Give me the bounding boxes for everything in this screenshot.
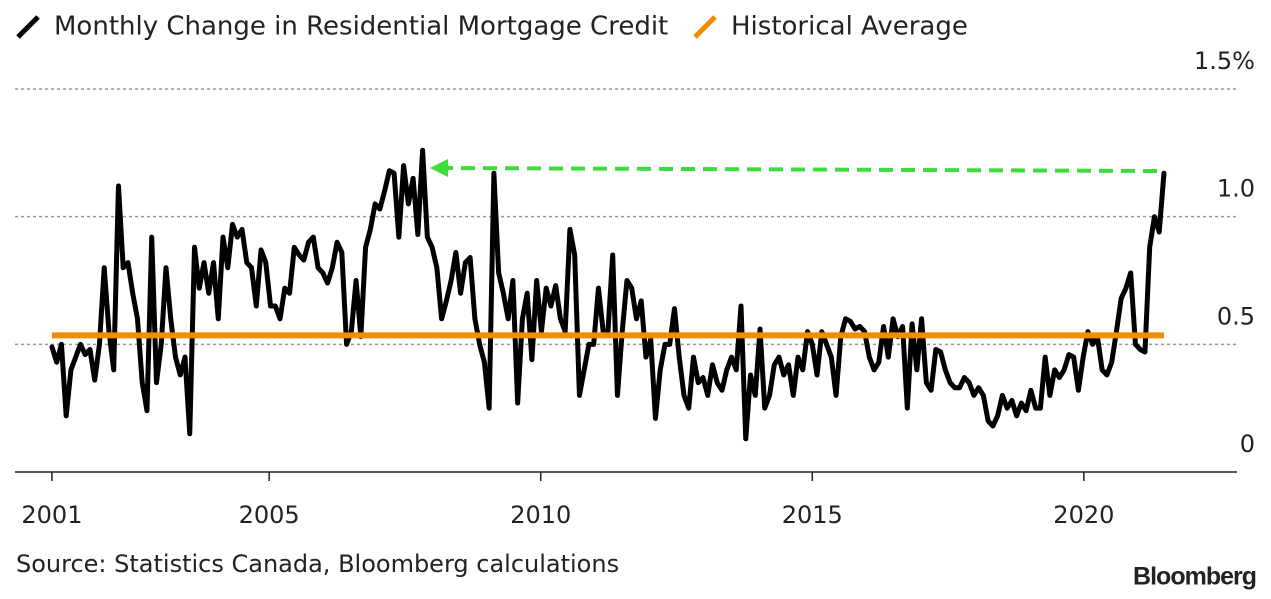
x-tick-label: 2020 xyxy=(1053,501,1114,529)
x-tick-label: 2005 xyxy=(239,501,300,529)
data-line xyxy=(49,147,1167,442)
x-tick-label: 2015 xyxy=(782,501,843,529)
legend-label: Historical Average xyxy=(731,12,968,42)
y-tick-label: 0 xyxy=(1240,430,1255,458)
series-group: Monthly Change in Residential Mortgage C… xyxy=(16,12,1167,442)
legend-swatch xyxy=(16,15,40,39)
x-tick-label: 2001 xyxy=(21,501,82,529)
x-tick-label: 2010 xyxy=(510,501,571,529)
y-tick-label: 1.0 xyxy=(1217,175,1255,203)
legend-swatch xyxy=(693,15,717,39)
legend-label: Monthly Change in Residential Mortgage C… xyxy=(54,12,668,42)
y-tick-label: 0.5 xyxy=(1217,302,1255,330)
annotation-arrow xyxy=(430,159,1158,177)
y-tick-label: 1.5% xyxy=(1194,47,1255,75)
source: Source: Statistics Canada, Bloomberg cal… xyxy=(16,550,619,578)
logo: Bloomberg xyxy=(1133,563,1256,591)
